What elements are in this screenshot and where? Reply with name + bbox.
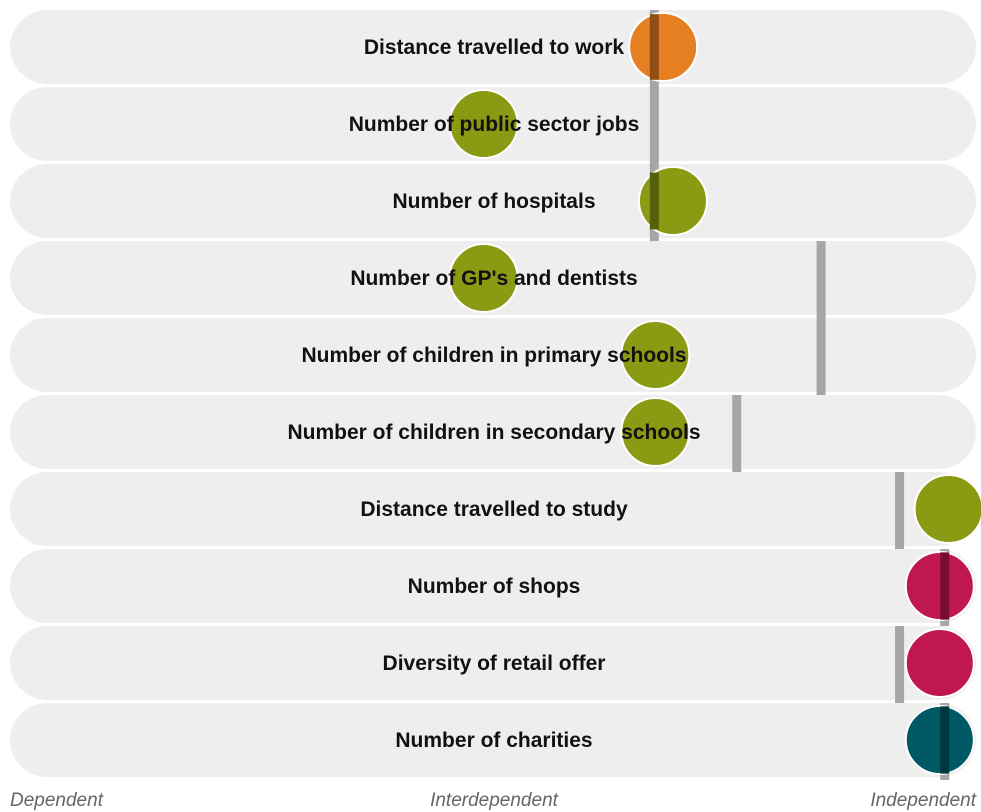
position-circle xyxy=(913,474,981,544)
row-label: Number of public sector jobs xyxy=(349,113,640,136)
position-circle xyxy=(637,166,708,236)
axis-label-independent: Independent xyxy=(870,790,976,811)
marker-overlay xyxy=(940,552,950,620)
reference-marker xyxy=(816,318,826,395)
row-background xyxy=(10,703,976,777)
position-circle xyxy=(904,628,975,698)
reference-marker xyxy=(816,241,826,318)
x-axis: Dependent Interdependent Independent xyxy=(10,790,977,811)
row-label: Distance travelled to work xyxy=(364,36,625,59)
axis-label-dependent: Dependent xyxy=(10,790,104,811)
position-circle xyxy=(620,320,691,390)
reference-marker xyxy=(895,472,905,549)
row-background xyxy=(10,472,976,546)
position-circle xyxy=(448,243,519,313)
row-background xyxy=(10,626,976,700)
marker-overlay xyxy=(649,172,659,230)
row-label: Diversity of retail offer xyxy=(383,652,606,675)
row-label: Number of children in primary schools xyxy=(301,344,686,367)
row-label: Number of shops xyxy=(408,575,581,598)
row-background xyxy=(10,549,976,623)
axis-label-interdependent: Interdependent xyxy=(430,790,559,811)
position-circle xyxy=(904,705,975,775)
marker-overlays xyxy=(649,14,950,774)
position-circle xyxy=(620,397,691,467)
row-background xyxy=(10,164,976,238)
position-circles xyxy=(448,12,981,775)
row-label: Number of charities xyxy=(395,729,592,752)
row-label: Number of GP's and dentists xyxy=(350,267,637,290)
reference-marker xyxy=(732,395,742,472)
marker-overlay xyxy=(940,706,950,774)
row-label: Number of children in secondary schools xyxy=(287,421,700,444)
position-circle xyxy=(628,12,699,82)
position-circle xyxy=(448,89,519,159)
reference-marker xyxy=(649,87,659,164)
marker-overlay xyxy=(649,14,659,80)
row-label: Distance travelled to study xyxy=(360,498,628,521)
reference-marker xyxy=(895,626,905,703)
row-label: Number of hospitals xyxy=(392,190,595,213)
row-background xyxy=(10,10,976,84)
row-labels: Distance travelled to work Number of publ… xyxy=(287,36,700,752)
position-circle xyxy=(904,551,975,621)
row-background xyxy=(10,318,976,392)
